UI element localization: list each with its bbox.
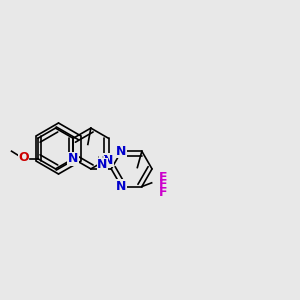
Text: N: N [116,180,127,193]
Text: F: F [159,186,168,199]
Text: H: H [97,156,105,167]
Text: N: N [97,158,108,172]
Text: F: F [159,178,168,191]
Text: O: O [18,151,29,164]
Text: N: N [103,154,114,167]
Text: F: F [159,171,168,184]
Text: N: N [68,152,78,165]
Text: N: N [116,145,127,158]
